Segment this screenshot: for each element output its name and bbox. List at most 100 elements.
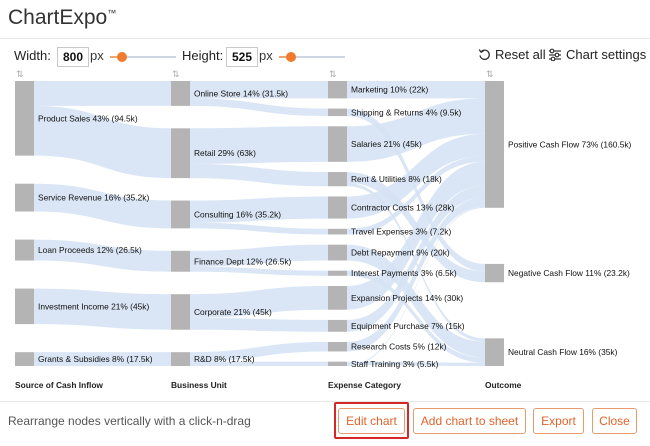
node-consulting-16[interactable] [171, 200, 190, 229]
node-loan-proceeds[interactable] [15, 239, 34, 261]
node-label: Equipment Purchase 7% (15k) [351, 321, 465, 331]
node-equipment-purchase[interactable] [328, 319, 347, 332]
width-slider-thumb[interactable] [116, 52, 127, 62]
node-retail-29[interactable] [171, 128, 190, 179]
node-debt-repayment[interactable] [328, 244, 347, 261]
node-research-costs[interactable] [328, 341, 347, 352]
chart-settings-label: Chart settings [566, 47, 647, 62]
node-label: Consulting 16% (35.2k) [194, 209, 281, 219]
column-title: Business Unit [171, 380, 227, 390]
sankey-link [347, 133, 485, 219]
sankey-link [34, 81, 171, 106]
logo-text: ChartExpo [8, 6, 108, 29]
drag-handle-icon[interactable]: ⇅ [172, 69, 180, 79]
sankey-link [190, 266, 328, 276]
node-shipping-and[interactable] [328, 108, 347, 117]
column-title: Expense Category [328, 380, 401, 390]
node-marketing-10[interactable] [328, 81, 347, 99]
sankey-link [347, 185, 485, 332]
add-chart-to-sheet-button[interactable]: Add chart to sheet [413, 408, 526, 434]
node-label: Shipping & Returns 4% (9.5k) [351, 107, 462, 117]
node-label: R&D 8% (17.5k) [194, 354, 255, 364]
width-label: Width: [14, 48, 51, 63]
edit-chart-button[interactable]: Edit chart [338, 408, 405, 434]
node-label: Salaries 21% (45k) [351, 139, 422, 149]
node-label: Retail 29% (63k) [194, 148, 256, 158]
sankey-link [34, 352, 171, 366]
node-randd-8[interactable] [171, 352, 190, 366]
sankey-link [190, 341, 328, 362]
node-online-store[interactable] [171, 81, 190, 106]
sankey-link [34, 288, 171, 330]
sankey-link [347, 244, 485, 358]
node-negative-cash[interactable] [485, 263, 504, 283]
node-label: Finance Dept 12% (26.5k) [194, 256, 292, 266]
reset-icon [478, 49, 490, 61]
sankey-link [190, 163, 328, 187]
node-grants-and[interactable] [15, 352, 34, 366]
sankey-link [347, 161, 485, 310]
sankey-link [190, 286, 328, 318]
sankey-link [34, 239, 171, 272]
node-product-sales[interactable] [15, 81, 34, 156]
sankey-link [347, 206, 485, 366]
node-salaries-21[interactable] [328, 126, 347, 162]
node-label: Expansion Projects 14% (30k) [351, 293, 463, 303]
width-input[interactable]: 800 [57, 47, 89, 67]
rearrange-hint: Rearrange nodes vertically with a click-… [8, 414, 251, 428]
export-button[interactable]: Export [533, 408, 584, 434]
node-label: Rent & Utilities 8% (18k) [351, 174, 442, 184]
sankey-link [190, 317, 328, 332]
node-interest-payments[interactable] [328, 270, 347, 276]
node-label: Interest Payments 3% (6.5k) [351, 268, 457, 278]
node-neutral-cash[interactable] [485, 338, 504, 366]
reset-all-button[interactable]: Reset all [478, 47, 546, 62]
close-button[interactable]: Close [592, 408, 637, 434]
trademark-mark: ™ [107, 8, 117, 18]
node-rent-and[interactable] [328, 172, 347, 187]
node-label: Investment Income 21% (45k) [38, 301, 149, 311]
sankey-link [190, 361, 328, 366]
sankey-link [34, 183, 171, 229]
sankey-chart: Product Sales 43% (94.5k) Service Revenue… [15, 69, 632, 390]
width-unit: px [90, 48, 104, 63]
drag-handle-icon[interactable]: ⇅ [329, 69, 337, 79]
node-label: Debt Repayment 9% (20k) [351, 248, 450, 258]
node-label: Neutral Cash Flow 16% (35k) [508, 347, 618, 357]
node-staff-training[interactable] [328, 361, 347, 366]
drag-handle-icon[interactable]: ⇅ [16, 69, 24, 79]
node-finance-dept[interactable] [171, 250, 190, 272]
node-expansion-projects[interactable] [328, 286, 347, 310]
node-label: Travel Expenses 3% (7.2k) [351, 227, 451, 237]
node-label: Positive Cash Flow 73% (160.5k) [508, 139, 632, 149]
node-positive-cash[interactable] [485, 81, 504, 208]
height-slider[interactable] [279, 52, 345, 62]
width-slider[interactable] [110, 52, 176, 62]
node-contractor-costs[interactable] [328, 196, 347, 219]
height-slider-thumb[interactable] [285, 52, 296, 62]
node-travel-expenses[interactable] [328, 228, 347, 235]
node-label: Contractor Costs 13% (28k) [351, 203, 455, 213]
node-label: Grants & Subsidies 8% (17.5k) [38, 354, 153, 364]
node-label: Product Sales 43% (94.5k) [38, 113, 138, 123]
sankey-link [190, 98, 328, 117]
drag-handle-icon[interactable]: ⇅ [486, 69, 494, 79]
sankey-links [34, 81, 485, 366]
node-label: Research Costs 5% (12k) [351, 342, 447, 352]
node-corporate-21[interactable] [171, 294, 190, 330]
sankey-nodes [15, 81, 504, 366]
width-slider-fill [110, 56, 122, 58]
node-service-revenue[interactable] [15, 183, 34, 212]
sankey-link [347, 81, 485, 99]
chart-settings-button[interactable]: Chart settings [548, 47, 646, 62]
height-input[interactable]: 525 [226, 47, 258, 67]
sankey-link [347, 197, 485, 352]
sankey-link [347, 156, 485, 235]
node-label: Corporate 21% (45k) [194, 307, 272, 317]
sankey-link [190, 244, 328, 267]
sankey-link [347, 361, 485, 366]
sankey-labels: Product Sales 43% (94.5k) Service Revenue… [15, 69, 632, 390]
node-label: Marketing 10% (22k) [351, 85, 428, 95]
node-investment-income[interactable] [15, 288, 34, 325]
node-label: Service Revenue 16% (35.2k) [38, 193, 149, 203]
